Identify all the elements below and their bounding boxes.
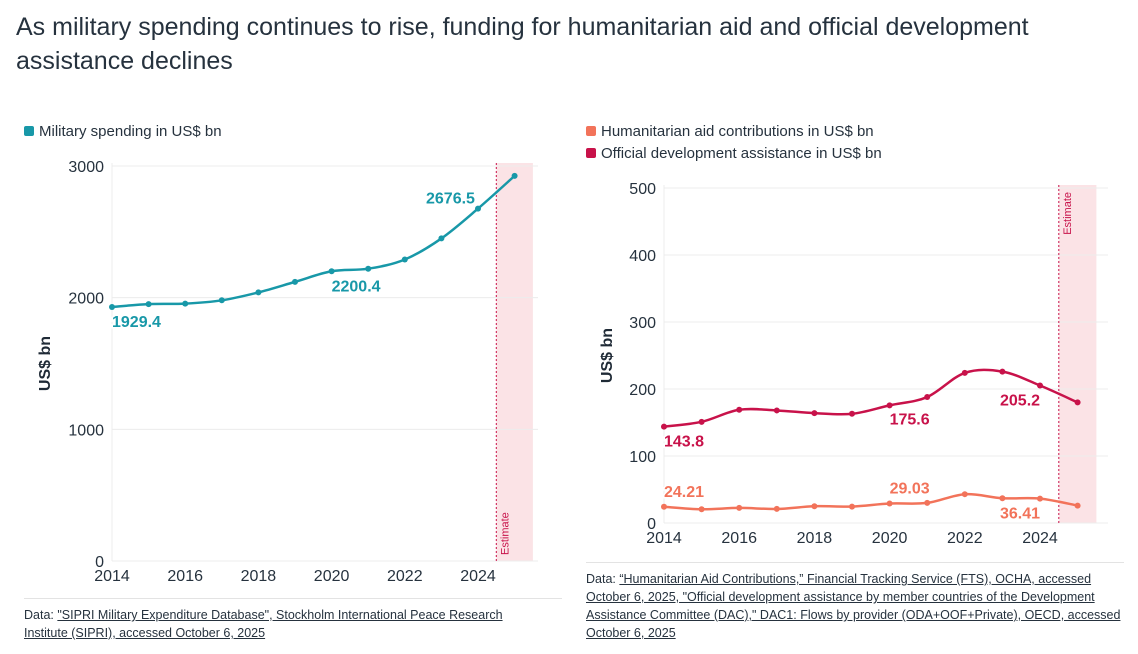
data-point [886, 402, 893, 409]
data-point [924, 394, 931, 401]
data-point [661, 423, 667, 430]
y-tick-label: 200 [629, 382, 656, 399]
page-title: As military spending continues to rise, … [16, 13, 1029, 75]
y-tick-label: 1000 [68, 422, 104, 439]
divider [586, 562, 1124, 563]
divider [24, 598, 562, 599]
y-tick-label: 100 [629, 449, 656, 466]
x-tick-label: 2016 [721, 530, 757, 547]
data-label: 36.41 [1000, 506, 1040, 523]
estimate-band [1058, 185, 1097, 523]
legend-left: Military spending in US$ bn [24, 120, 222, 142]
data-point [218, 297, 225, 304]
data-point [736, 406, 743, 413]
data-point [292, 278, 298, 285]
legend-swatch [586, 126, 596, 136]
data-point [328, 268, 335, 275]
legend-right: Humanitarian aid contributions in US$ bn… [586, 120, 882, 164]
data-point [811, 410, 818, 417]
data-point [182, 300, 189, 307]
legend-label: Military spending in US$ bn [39, 122, 222, 140]
data-point [1074, 502, 1081, 509]
data-point [1037, 495, 1043, 502]
y-tick-label: 2000 [68, 291, 104, 308]
data-point [849, 410, 855, 417]
data-point [365, 265, 372, 272]
estimate-label: Estimate [1062, 192, 1074, 235]
data-label: 205.2 [1000, 393, 1040, 410]
data-point [475, 205, 481, 212]
legend-label: Humanitarian aid contributions in US$ bn [601, 122, 874, 140]
data-point [773, 505, 780, 512]
data-point [924, 499, 931, 506]
data-point [661, 503, 667, 510]
source-link[interactable]: “Humanitarian Aid Contributions,” Financ… [586, 572, 1121, 640]
x-tick-label: 2018 [241, 568, 277, 585]
data-point [811, 503, 818, 510]
data-label: 1929.4 [112, 314, 161, 331]
series-line [663, 368, 1079, 428]
y-tick-label: 500 [629, 181, 656, 198]
x-tick-label: 2020 [314, 568, 350, 585]
y-axis-title: US$ bn [37, 336, 54, 391]
series-line [111, 174, 516, 309]
legend-swatch [586, 148, 596, 158]
data-point [109, 303, 115, 310]
data-label: 24.21 [664, 484, 704, 501]
data-point [1037, 382, 1043, 389]
y-tick-label: 0 [95, 554, 104, 571]
source-right: Data: “Humanitarian Aid Contributions,” … [586, 572, 1121, 640]
data-point [961, 369, 968, 376]
estimate-label: Estimate [499, 512, 511, 555]
y-tick-label: 0 [647, 516, 656, 533]
x-tick-label: 2018 [797, 530, 833, 547]
legend-swatch [24, 126, 34, 136]
legend-item-humanitarian: Humanitarian aid contributions in US$ bn [586, 120, 882, 142]
data-label: 175.6 [890, 411, 930, 428]
data-label: 29.03 [890, 481, 930, 498]
x-tick-label: 2014 [94, 568, 130, 585]
source-left: Data: "SIPRI Military Expenditure Databa… [24, 608, 503, 640]
data-point [698, 506, 705, 513]
y-tick-label: 300 [629, 315, 656, 332]
data-point [511, 172, 518, 179]
x-tick-label: 2020 [872, 530, 908, 547]
data-point [773, 407, 780, 414]
x-tick-label: 2022 [387, 568, 423, 585]
source-link[interactable]: "SIPRI Military Expenditure Database", S… [24, 608, 503, 640]
legend-item-oda: Official development assistance in US$ b… [586, 142, 882, 164]
series-line [663, 492, 1078, 511]
data-label: 143.8 [664, 434, 704, 451]
x-tick-label: 2022 [947, 530, 983, 547]
data-label: 2200.4 [332, 278, 381, 295]
x-tick-label: 2024 [1022, 530, 1058, 547]
legend-label: Official development assistance in US$ b… [601, 144, 882, 162]
data-point [999, 495, 1006, 502]
y-tick-label: 3000 [68, 159, 104, 176]
x-tick-label: 2016 [167, 568, 203, 585]
y-tick-label: 400 [629, 248, 656, 265]
data-point [736, 504, 743, 511]
data-point [698, 418, 705, 425]
legend-item-military: Military spending in US$ bn [24, 120, 222, 142]
y-axis-title: US$ bn [599, 328, 616, 383]
data-point [255, 289, 262, 296]
data-point [438, 235, 445, 242]
x-tick-label: 2014 [646, 530, 682, 547]
data-point [961, 491, 968, 498]
data-point [849, 503, 855, 510]
data-point [999, 368, 1006, 375]
data-point [145, 301, 152, 308]
estimate-band [496, 163, 533, 561]
data-label: 2676.5 [426, 191, 475, 208]
data-point [401, 256, 408, 263]
x-tick-label: 2024 [460, 568, 496, 585]
data-point [886, 500, 893, 507]
data-point [1074, 399, 1081, 406]
